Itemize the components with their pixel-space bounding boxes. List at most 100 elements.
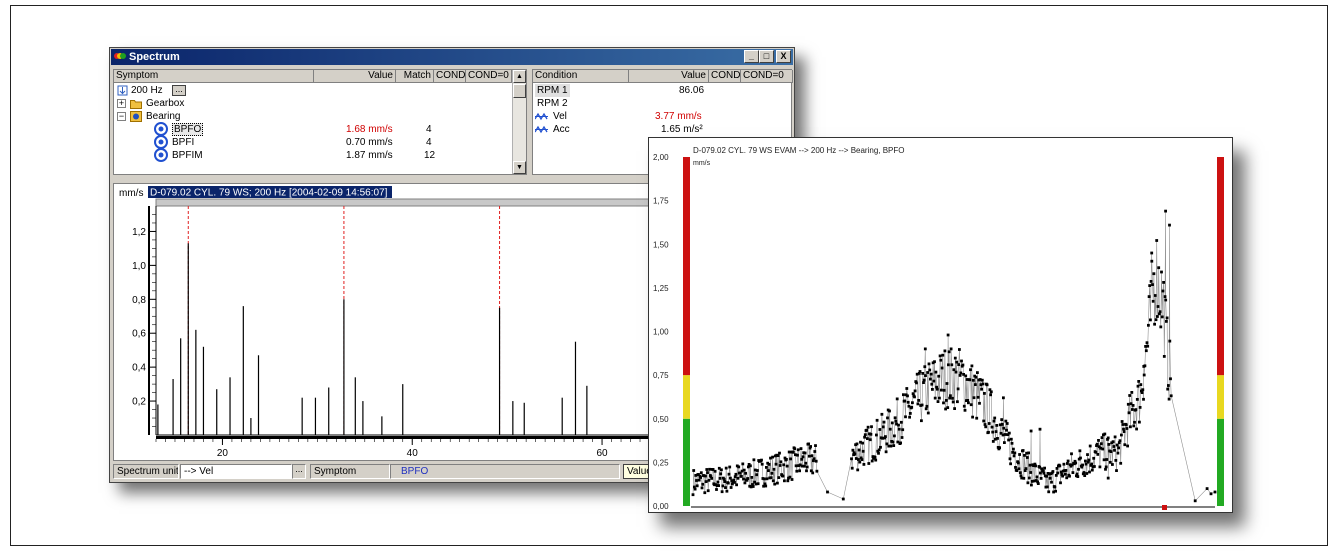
header-value[interactable]: Value: [314, 70, 396, 83]
tree-row-bpfim[interactable]: BPFIM 1.87 mm/s 12: [114, 148, 512, 162]
trend-point: [1193, 499, 1197, 503]
trend-point: [1098, 465, 1102, 469]
trend-point: [1115, 443, 1119, 447]
trend-point: [1023, 469, 1027, 472]
trend-point: [749, 464, 752, 468]
trend-point: [1149, 280, 1153, 283]
trend-point: [1068, 474, 1071, 478]
trend-point: [1021, 449, 1025, 452]
trend-point: [1101, 447, 1105, 451]
trend-point: [963, 408, 967, 412]
trend-point: [1065, 476, 1069, 480]
trend-point: [1161, 289, 1165, 293]
scroll-down-icon[interactable]: ▼: [513, 161, 526, 174]
tree-row-bpfo[interactable]: BPFO 1.68 mm/s 4: [114, 122, 512, 136]
trend-point: [771, 455, 774, 459]
condition-row-acc[interactable]: Acc 1.65 m/s²: [533, 123, 791, 136]
trend-point: [810, 454, 814, 458]
trend-point: [732, 478, 736, 482]
trend-point: [815, 469, 819, 473]
spectrum-unit-select[interactable]: --> Vel: [180, 464, 292, 479]
trend-point: [1052, 490, 1055, 494]
y-tick-label: 1,00: [653, 328, 669, 337]
header-symptom[interactable]: Symptom: [114, 70, 314, 83]
trend-point: [854, 443, 857, 447]
trend-point: [929, 372, 933, 376]
trend-point: [900, 436, 904, 439]
trend-point: [870, 459, 874, 463]
trend-window[interactable]: 0,00 0,25 0,50 0,75 1,00 1,25 1,50 1,75 2,00 D-07…: [648, 137, 1233, 513]
trend-point: [861, 449, 865, 453]
scroll-thumb[interactable]: [513, 84, 526, 98]
trend-point: [989, 390, 993, 394]
trend-point: [936, 400, 940, 403]
trend-point: [1082, 471, 1086, 474]
tree-row-frequency[interactable]: 200 Hz ...: [114, 84, 512, 97]
spectrum-titlebar[interactable]: Spectrum _ □ X: [111, 49, 793, 65]
maximize-button[interactable]: □: [759, 50, 774, 63]
trend-point: [904, 415, 907, 419]
trend-point: [770, 471, 774, 475]
trend-point: [1029, 471, 1033, 474]
close-button[interactable]: X: [776, 50, 791, 63]
trend-point: [896, 440, 900, 444]
trend-point: [1002, 396, 1005, 400]
trend-point: [1003, 433, 1007, 436]
trend-point: [1014, 466, 1017, 469]
trend-point: [719, 472, 723, 476]
trend-point: [700, 486, 704, 490]
header-cond-zero[interactable]: COND=0: [741, 70, 793, 83]
x-tick-label: 20: [217, 448, 229, 459]
trend-point: [1005, 428, 1008, 432]
trend-point: [760, 462, 764, 466]
more-button[interactable]: ...: [172, 85, 186, 96]
header-cond-zero[interactable]: COND=0: [466, 70, 512, 83]
header-value[interactable]: Value: [629, 70, 709, 83]
trend-point: [1088, 470, 1091, 474]
trend-point: [966, 399, 970, 402]
trend-point: [713, 469, 717, 473]
header-cond[interactable]: COND: [709, 70, 741, 83]
trend-point: [699, 471, 703, 475]
y-tick-label: 0,2: [132, 397, 146, 408]
minimize-button[interactable]: _: [744, 50, 759, 63]
trend-point: [1097, 439, 1100, 442]
header-condition[interactable]: Condition: [533, 70, 629, 83]
trend-point: [799, 447, 803, 450]
trend-point: [856, 468, 860, 472]
trend-point: [1131, 404, 1135, 407]
condition-row-rpm1[interactable]: RPM 1 86.06: [533, 84, 791, 97]
trend-point: [752, 458, 756, 462]
header-match[interactable]: Match: [396, 70, 434, 83]
tree-row-bpfi[interactable]: BPFI 0.70 mm/s 4: [114, 135, 512, 149]
trend-point: [931, 361, 935, 365]
collapse-icon[interactable]: −: [117, 111, 126, 121]
trend-point: [988, 388, 992, 392]
trend-point: [1081, 463, 1084, 467]
trend-point: [722, 477, 726, 481]
symptom-status-label: Symptom: [310, 464, 390, 479]
scroll-up-icon[interactable]: ▲: [513, 70, 526, 83]
trend-point: [716, 480, 720, 484]
condition-row-rpm2[interactable]: RPM 2: [533, 97, 791, 110]
spectrum-chart: mm/s D-079.02 CYL. 79 WS; 200 Hz [2004-02…: [119, 186, 794, 459]
tree-row-bearing[interactable]: − Bearing: [114, 110, 512, 123]
trend-point: [908, 412, 912, 415]
trend-point: [1051, 470, 1055, 473]
trend-point: [956, 387, 960, 391]
trend-point: [867, 462, 871, 465]
trend-point: [694, 474, 698, 477]
expand-icon[interactable]: +: [117, 98, 126, 108]
trend-point: [945, 382, 949, 385]
header-cond[interactable]: COND: [434, 70, 466, 83]
trend-point: [1001, 433, 1005, 437]
tree-row-gearbox[interactable]: + Gearbox: [114, 97, 512, 110]
symptom-scrollbar[interactable]: ▲ ▼: [512, 70, 526, 174]
trend-point: [723, 480, 727, 483]
condition-row-vel[interactable]: Vel 3.77 mm/s: [533, 110, 791, 123]
trend-point: [1028, 463, 1032, 467]
spectrum-unit-dropdown-button[interactable]: ...: [292, 464, 306, 479]
trend-point: [996, 446, 1000, 449]
y-tick-label: 1,25: [653, 284, 669, 293]
trend-point: [857, 458, 860, 461]
